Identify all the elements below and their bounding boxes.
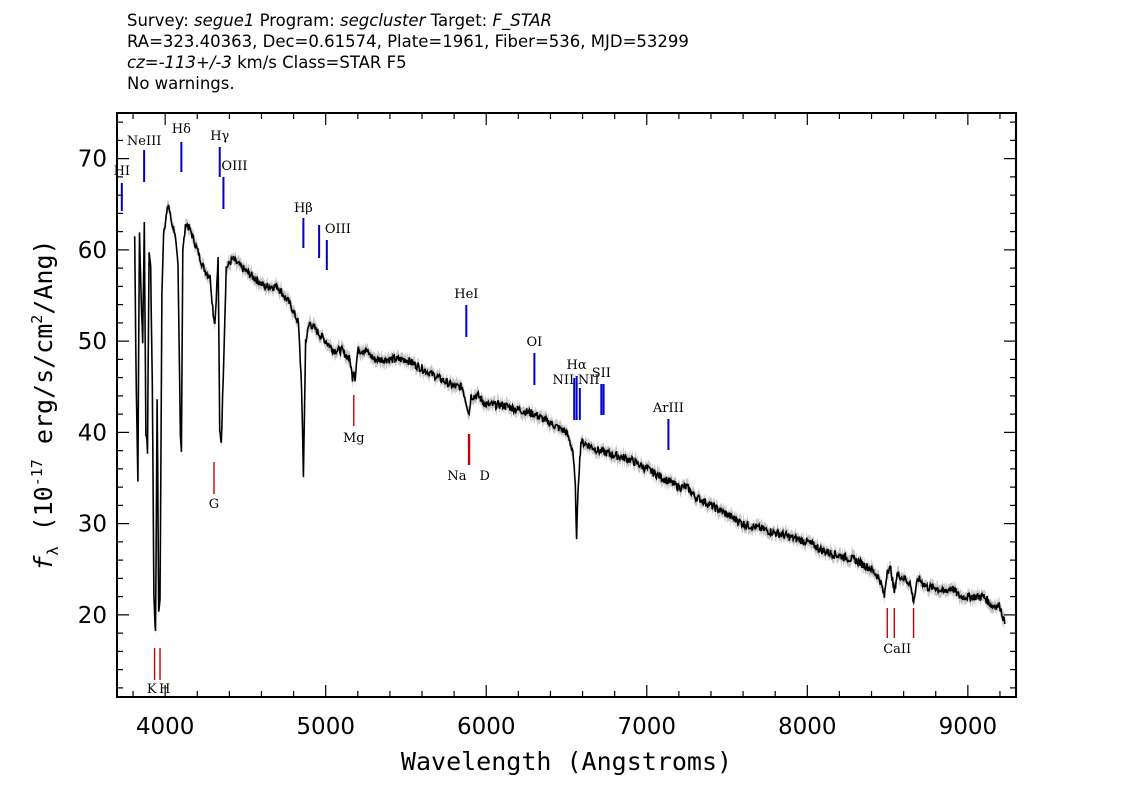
header-line-redshift: cz=-113+/-3 km/s Class=STAR F5: [127, 52, 1027, 73]
y-axis-label: fλ (10-17 erg/s/cm2/Ang): [28, 239, 62, 570]
emission-line-label: HeI: [454, 287, 478, 302]
plot-frame: [116, 112, 1017, 698]
absorption-line-label: G: [209, 497, 219, 512]
y-axis-label-lambda: λ: [44, 546, 62, 555]
header-line-survey: Survey: segue1 Program: segcluster Targe…: [127, 10, 1027, 31]
flux-line: [133, 204, 1006, 631]
cz-units-class: km/s Class=STAR F5: [237, 53, 407, 72]
target-value: F_STAR: [492, 11, 553, 30]
x-axis-label: Wavelength (Angstroms): [401, 747, 732, 776]
emission-line-label: OIII: [325, 222, 351, 237]
y-tick-label: 70: [78, 147, 107, 173]
y-axis-label-exp2: 2: [28, 315, 46, 324]
y-tick-label: 30: [78, 512, 107, 538]
absorption-line-label: Mg: [343, 431, 365, 446]
x-tick-label: 9000: [939, 714, 998, 740]
emission-line-label: Hγ: [210, 129, 229, 144]
y-tick-label: 50: [78, 329, 107, 355]
y-tick-label: 40: [78, 420, 107, 446]
y-axis-label-units2: /Ang): [29, 239, 58, 314]
emission-line-label: ArIII: [652, 401, 684, 416]
emission-line-label: Hβ: [294, 201, 313, 216]
y-tick-label: 20: [78, 603, 107, 629]
spectrum-layer: [133, 204, 1006, 631]
emission-line-label: Hδ: [172, 122, 191, 137]
header-line-warnings: No warnings.: [127, 74, 235, 93]
emission-line-label: NII: [578, 373, 600, 388]
emission-line-label: NeIII: [127, 134, 161, 149]
y-axis-label-units: erg/s/cm: [29, 324, 58, 459]
y-axis-label-f: f: [29, 555, 58, 571]
x-tick-label: 4000: [136, 714, 195, 740]
emission-line-label: SII: [592, 366, 611, 381]
absorption-line-label: K: [147, 682, 157, 697]
absorption-line-label: Na: [447, 469, 466, 484]
cz-value: -113+/-3: [158, 53, 232, 72]
x-tick-label: 5000: [296, 714, 355, 740]
header-line-coords: RA=323.40363, Dec=0.61574, Plate=1961, F…: [127, 32, 689, 51]
cz-label: cz=: [127, 53, 159, 72]
spectrum-header: Survey: segue1 Program: segcluster Targe…: [127, 10, 1027, 94]
emission-line-label: Hα: [567, 358, 587, 373]
x-tick-label: 6000: [457, 714, 516, 740]
plot-border: [116, 112, 1017, 698]
target-label: Target:: [430, 11, 488, 30]
axis-ticks: 4000 5000 6000 7000 8000 9000 20 30 40 50 60 70: [78, 113, 1016, 740]
x-tick-label: 7000: [617, 714, 676, 740]
program-label: Program:: [259, 11, 335, 30]
emission-line-label: OIII: [221, 159, 247, 174]
absorption-line-label: D: [480, 469, 490, 484]
y-axis-label-exp: -17: [28, 459, 46, 486]
program-value: segcluster: [340, 11, 426, 30]
x-tick-label: 8000: [778, 714, 837, 740]
survey-label: Survey:: [127, 11, 189, 30]
emission-line-label: OI: [526, 335, 542, 350]
emission-line-label: HI: [114, 164, 130, 179]
y-axis-label-paren: (10: [29, 486, 58, 546]
survey-value: segue1: [194, 11, 255, 30]
absorption-line-label: CaII: [883, 642, 911, 657]
emission-line-label: NII: [553, 373, 575, 388]
y-tick-label: 60: [78, 238, 107, 264]
